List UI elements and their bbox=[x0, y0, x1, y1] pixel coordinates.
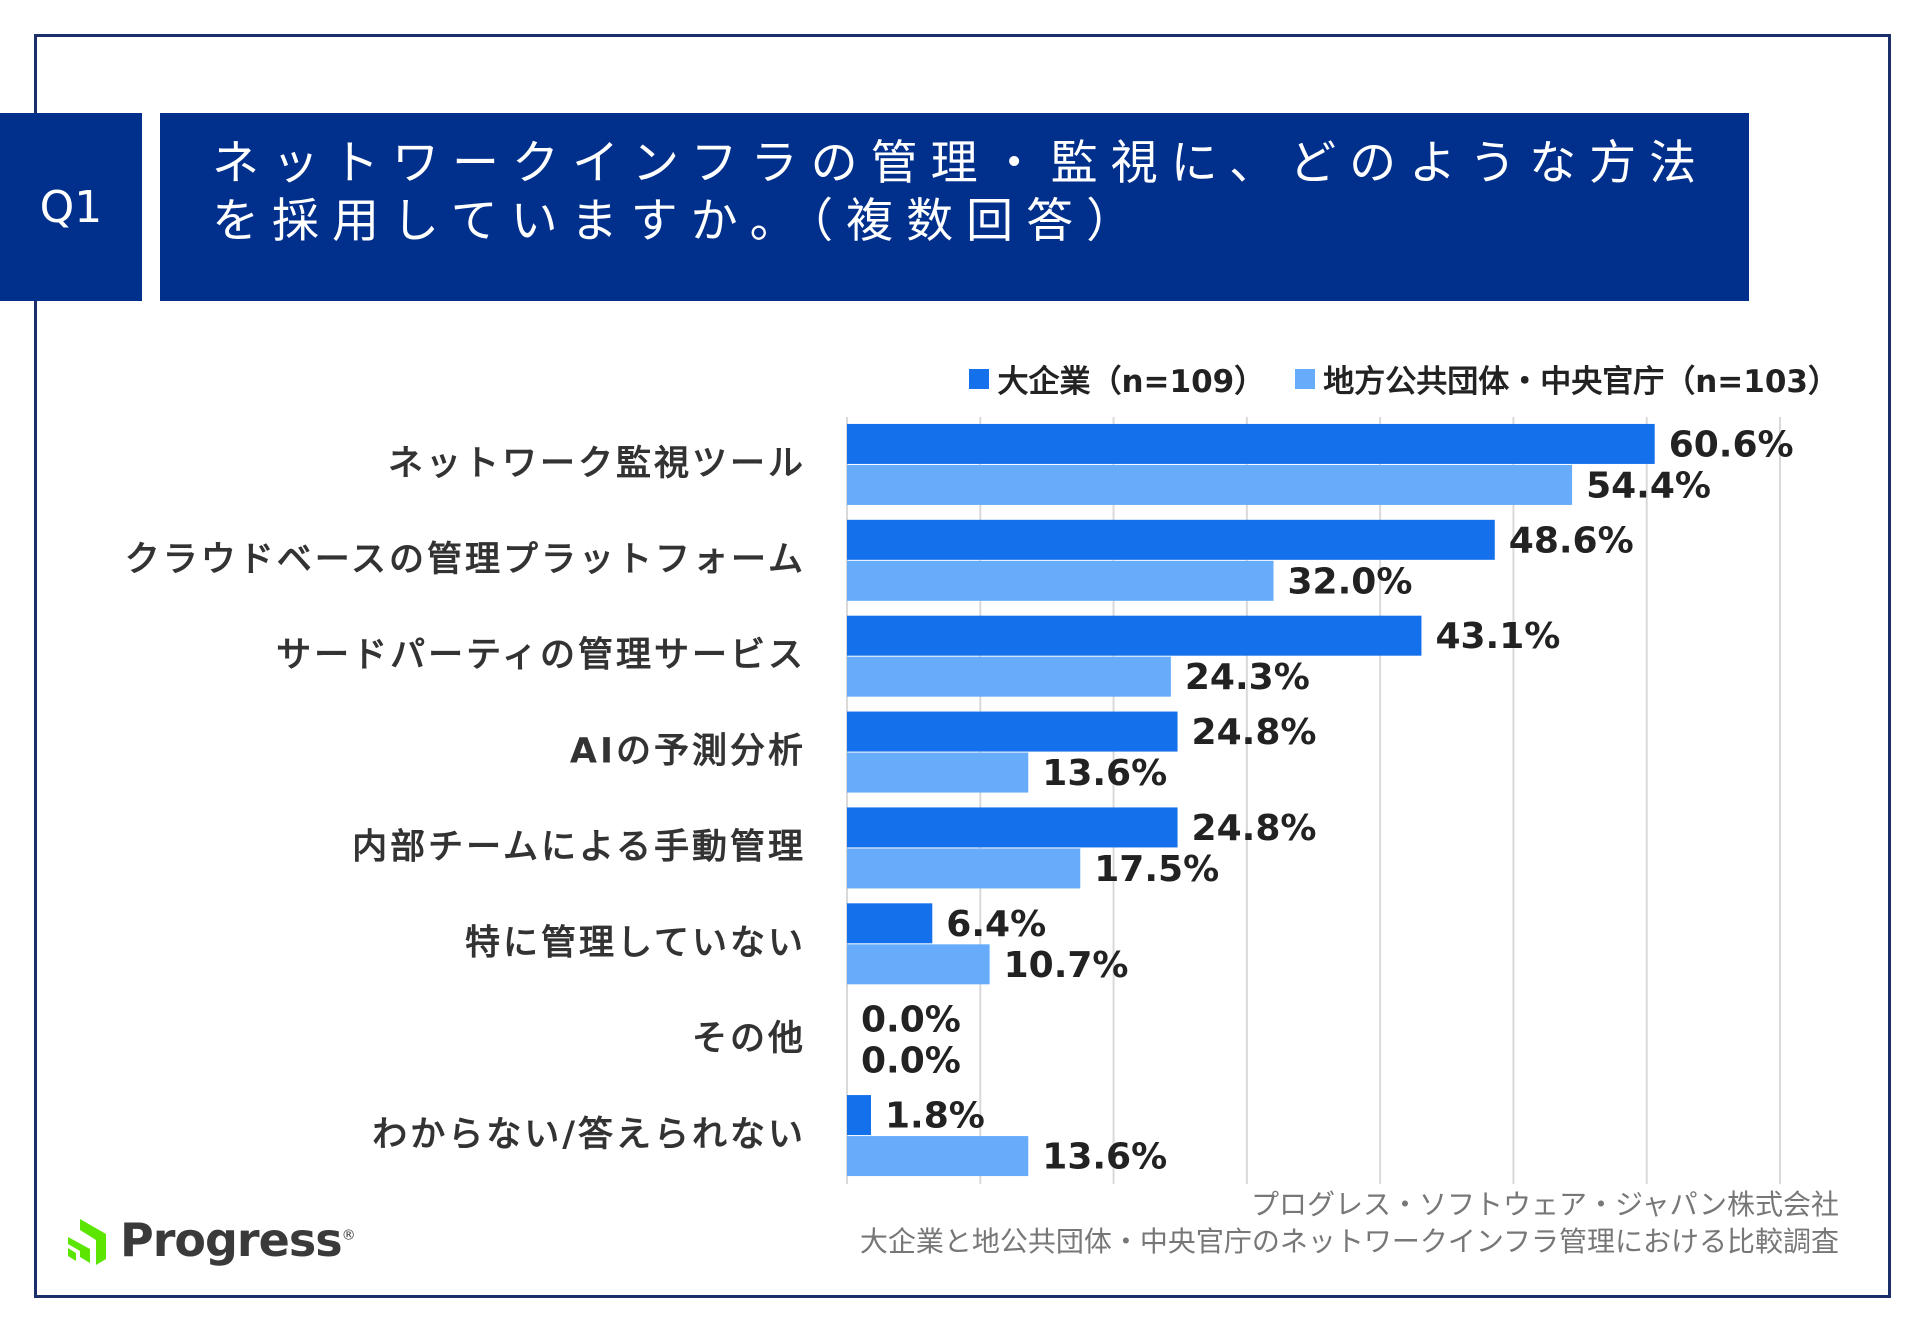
bar bbox=[847, 711, 1178, 752]
y-tick-label: クラウドベースの管理プラットフォーム bbox=[125, 540, 806, 580]
value-label: 48.6% bbox=[1509, 520, 1634, 561]
logo: Progress® bbox=[66, 1213, 356, 1267]
bar bbox=[847, 423, 1655, 464]
legend-item: 大企業（n=109） bbox=[969, 356, 1265, 401]
y-tick-label: わからない/答えられない bbox=[372, 1115, 806, 1155]
frame bbox=[34, 34, 1891, 1298]
bar bbox=[847, 752, 1029, 793]
y-tick-label: ネットワーク監視ツール bbox=[388, 444, 806, 484]
bar bbox=[847, 944, 990, 985]
question-number: Q1 bbox=[0, 113, 142, 301]
value-label: 13.6% bbox=[1042, 1137, 1167, 1178]
logo-name: Progress bbox=[120, 1213, 343, 1267]
bar bbox=[847, 656, 1171, 697]
value-label: 60.6% bbox=[1669, 424, 1794, 465]
legend-label: 地方公共団体・中央官庁（n=103） bbox=[1323, 364, 1839, 400]
bar bbox=[847, 848, 1081, 889]
value-label: 24.8% bbox=[1192, 808, 1317, 849]
value-label: 43.1% bbox=[1435, 616, 1560, 657]
source-line: プログレス・ソフトウェア・ジャパン株式会社 bbox=[1250, 1188, 1839, 1221]
logo-mark: ® bbox=[341, 1227, 356, 1244]
value-label: 54.4% bbox=[1586, 465, 1711, 506]
legend-label: 大企業（n=109） bbox=[997, 364, 1266, 400]
value-label: 24.3% bbox=[1185, 657, 1310, 698]
y-tick-label: サードパーティの管理サービス bbox=[276, 636, 806, 676]
source-line: 大企業と地公共団体・中央官庁のネットワークインフラ管理における比較調査 bbox=[859, 1225, 1839, 1258]
bar bbox=[847, 615, 1422, 656]
value-label: 24.8% bbox=[1192, 712, 1317, 753]
bar bbox=[847, 1136, 1029, 1177]
legend-swatch bbox=[1295, 368, 1316, 389]
bar bbox=[847, 1095, 871, 1136]
bar bbox=[847, 807, 1178, 848]
value-label: 0.0% bbox=[861, 1000, 961, 1041]
logo-text: Progress® bbox=[120, 1213, 356, 1267]
logo-icon bbox=[68, 1219, 106, 1265]
value-label: 6.4% bbox=[946, 904, 1046, 945]
bar bbox=[847, 560, 1274, 601]
value-label: 0.0% bbox=[861, 1041, 961, 1082]
y-tick-label: 内部チームによる手動管理 bbox=[352, 827, 806, 867]
value-label: 32.0% bbox=[1288, 561, 1413, 602]
bar bbox=[847, 519, 1495, 560]
title-box: ネットワークインフラの管理・監視に、どのような方法を採用していますか。（複数回答… bbox=[160, 113, 1749, 301]
value-label: 13.6% bbox=[1042, 753, 1167, 794]
y-tick-label: 特に管理していない bbox=[465, 923, 806, 963]
y-tick-label: AIの予測分析 bbox=[570, 732, 806, 772]
legend-item: 地方公共団体・中央官庁（n=103） bbox=[1295, 356, 1839, 401]
value-label: 17.5% bbox=[1094, 849, 1219, 890]
legend: 大企業（n=109） 地方公共団体・中央官庁（n=103） bbox=[969, 356, 1839, 401]
bar bbox=[847, 903, 933, 944]
bar bbox=[847, 464, 1573, 505]
value-label: 10.7% bbox=[1004, 945, 1129, 986]
chart-title: ネットワークインフラの管理・監視に、どのような方法を採用していますか。（複数回答… bbox=[212, 136, 1710, 249]
value-label: 1.8% bbox=[885, 1096, 985, 1137]
source: プログレス・ソフトウェア・ジャパン株式会社 大企業と地公共団体・中央官庁のネット… bbox=[860, 1186, 1839, 1260]
legend-swatch bbox=[969, 368, 990, 389]
y-tick-label: その他 bbox=[692, 1019, 806, 1059]
